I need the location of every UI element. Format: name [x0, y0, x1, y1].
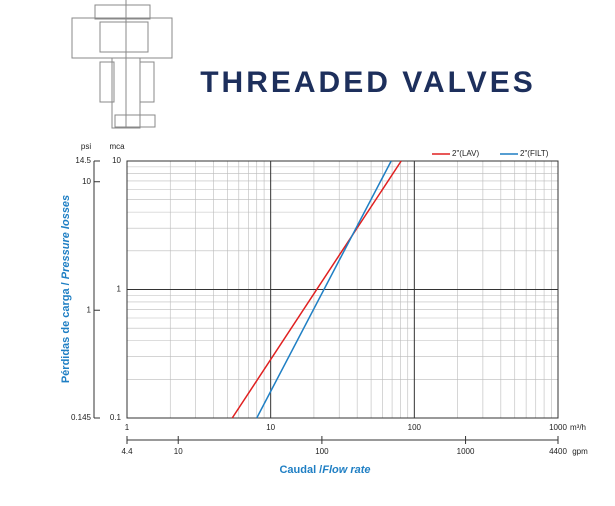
x-tick-label: 1000 [549, 423, 567, 432]
y-axis-label-part: Pressure losses [60, 195, 72, 279]
x2-tick-label: 4400 [549, 447, 567, 456]
x-axis-label-part: Caudal / [279, 464, 322, 476]
legend-label: 2"(LAV) [452, 149, 479, 158]
x-axis-label-part: Flow rate [322, 464, 370, 476]
x2-tick-label: 10 [174, 447, 183, 456]
y-unit: mca [109, 142, 125, 151]
y2-tick-label: 0.145 [71, 413, 92, 422]
y-axis-label-part: Pérdidas de carga / [60, 282, 72, 383]
x-tick-label: 100 [408, 423, 422, 432]
x2-tick-label: 4.4 [121, 447, 133, 456]
y-axis-label: Pérdidas de carga / Pressure losses [60, 195, 72, 383]
x-unit: m³/h [570, 423, 586, 432]
y2-unit: psi [81, 142, 91, 151]
series-line [231, 160, 402, 419]
chart-title: THREADED VALVES [200, 66, 536, 99]
x-tick-label: 1 [125, 423, 130, 432]
y2-tick-label: 14.5 [75, 156, 91, 165]
y2-tick-label: 1 [87, 305, 92, 314]
x2-unit: gpm [572, 447, 588, 456]
y2-tick-label: 10 [82, 177, 91, 186]
x-tick-label: 10 [266, 423, 275, 432]
valve-drawing [71, 0, 173, 129]
x-axis-label: Caudal /Flow rate [279, 464, 370, 476]
y-tick-label: 1 [117, 285, 122, 294]
y-tick-label: 0.1 [110, 413, 122, 422]
x2-tick-label: 1000 [457, 447, 475, 456]
legend-label: 2"(FILT) [520, 149, 549, 158]
series-line [256, 160, 392, 419]
x2-tick-label: 100 [315, 447, 329, 456]
y-tick-label: 10 [112, 156, 121, 165]
